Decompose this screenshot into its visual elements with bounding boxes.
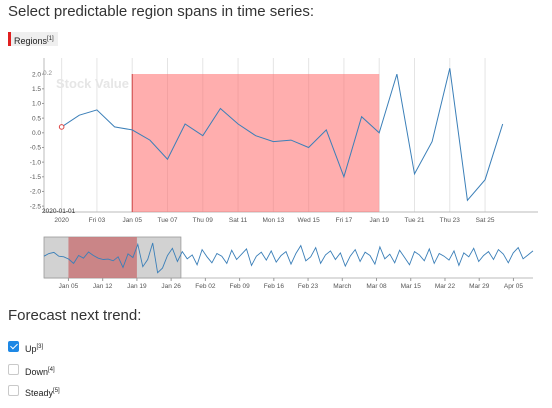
nav-x-tick-label-11: Mar 22 — [435, 283, 456, 290]
checkbox-steady[interactable] — [8, 385, 19, 396]
nav-x-tick-label-9: Mar 08 — [366, 283, 387, 290]
time-series-chart[interactable]: Stock Value 0.2 2.0 1.5 1.0 0.5 0.0 -0.5 -1.0 -… — [0, 0, 552, 300]
nav-x-tick-label-3: Jan 26 — [161, 283, 181, 290]
x-axis: 2020 Fri 03 Jan 05 Tue 07 Thu 09 Sat 11 Mon 13… — [54, 217, 494, 224]
navigator-series-line — [43, 242, 534, 274]
x-tick-label-1: Fri 03 — [89, 217, 106, 224]
x-tick-label-6: Mon 13 — [263, 217, 285, 224]
y-tick-label-4: 0.0 — [32, 130, 41, 137]
series-line — [61, 68, 504, 202]
region-label-hotkey: [1] — [47, 36, 54, 42]
checkbox-up[interactable] — [8, 341, 19, 352]
navigator-region[interactable] — [68, 237, 137, 278]
range-navigator[interactable] — [43, 236, 534, 279]
question-title-forecast: Forecast next trend: — [8, 307, 142, 324]
y-tick-label-5: -0.5 — [30, 145, 42, 152]
nav-x-tick-label-0: Jan 05 — [59, 283, 79, 290]
hover-date-label: 2020-01-01 — [42, 208, 76, 215]
option-up-label: Up[3] — [25, 344, 44, 354]
navigator-x-axis: Jan 05 Jan 12 Jan 19 Jan 26 Feb 02 Feb 09 Feb … — [59, 278, 524, 290]
x-tick-label-10: Tue 21 — [405, 217, 425, 224]
nav-x-tick-label-7: Feb 23 — [298, 283, 319, 290]
nav-x-tick-label-8: March — [333, 283, 351, 290]
nav-x-tick-label-2: Jan 19 — [127, 283, 147, 290]
x-tick-label-5: Sat 11 — [229, 217, 248, 224]
y-tick-label-7: -1.5 — [30, 174, 42, 181]
option-steady-label: Steady[5] — [25, 388, 60, 398]
x-tick-label-2: Jan 05 — [122, 217, 142, 224]
x-tick-label-12: Sat 25 — [476, 217, 495, 224]
question-title-regions: Select predictable region spans in time … — [8, 3, 314, 20]
checkbox-down[interactable] — [8, 364, 19, 375]
y-tick-label-0: 2.0 — [32, 71, 41, 78]
y-tick-label-6: -1.0 — [30, 159, 42, 166]
y-axis-top-label: 0.2 — [43, 70, 52, 77]
nav-x-tick-label-1: Jan 12 — [93, 283, 113, 290]
x-tick-label-3: Tue 07 — [158, 217, 178, 224]
x-tick-label-11: Thu 23 — [440, 217, 461, 224]
nav-x-tick-label-4: Feb 02 — [195, 283, 216, 290]
y-tick-label-8: -2.0 — [30, 189, 42, 196]
x-tick-label-0: 2020 — [54, 217, 69, 224]
main-series — [58, 68, 504, 202]
nav-x-tick-label-10: Mar 15 — [401, 283, 422, 290]
nav-x-tick-label-12: Mar 29 — [469, 283, 490, 290]
option-down-label: Down[4] — [25, 367, 55, 377]
y-axis: 2.0 1.5 1.0 0.5 0.0 -0.5 -1.0 -1.5 -2.0 -2.5 — [30, 71, 44, 210]
main-region-layer[interactable] — [131, 74, 380, 212]
x-tick-label-4: Thu 09 — [193, 217, 214, 224]
nav-x-tick-label-13: Apr 05 — [504, 283, 524, 290]
y-tick-label-9: -2.5 — [30, 203, 42, 210]
y-tick-label-3: 0.5 — [32, 115, 41, 122]
nav-x-tick-label-5: Feb 09 — [229, 283, 250, 290]
x-tick-label-8: Fri 17 — [336, 217, 353, 224]
selected-region-span[interactable] — [132, 74, 380, 212]
y-tick-label-2: 1.0 — [32, 101, 41, 108]
x-tick-label-7: Wed 15 — [297, 217, 320, 224]
hover-point-marker — [58, 124, 65, 130]
nav-x-tick-label-6: Feb 16 — [264, 283, 285, 290]
y-tick-label-1: 1.5 — [32, 86, 41, 93]
chart-watermark-title: Stock Value — [56, 76, 129, 91]
region-label-tag[interactable]: Regions[1] — [8, 32, 58, 46]
x-tick-label-9: Jan 19 — [369, 217, 389, 224]
region-label-text: Regions — [14, 36, 48, 46]
